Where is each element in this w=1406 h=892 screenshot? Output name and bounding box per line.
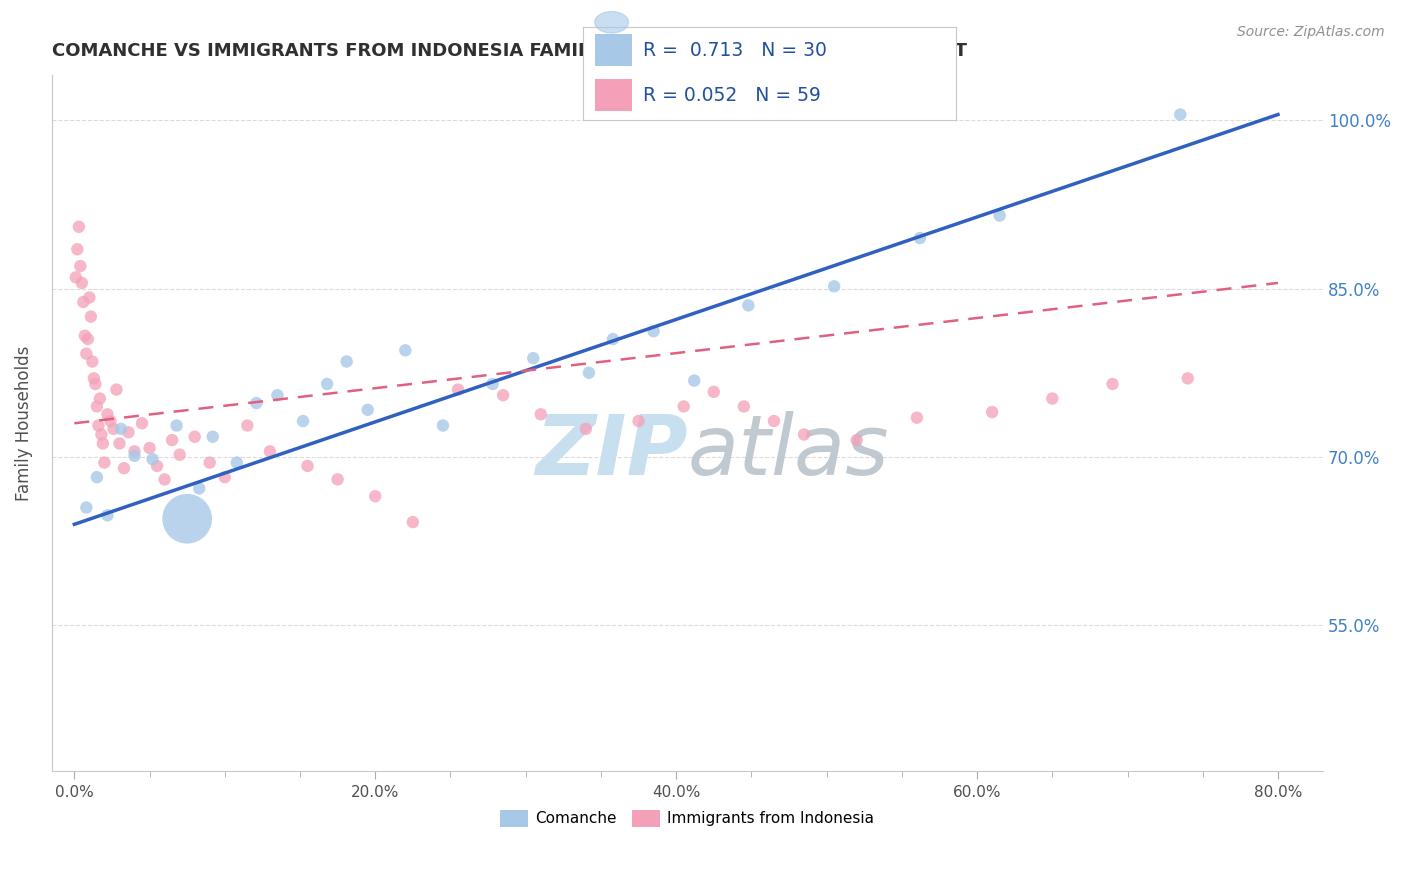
Point: [297, 458, 319, 473]
Point: [823, 279, 845, 293]
Point: [198, 456, 221, 470]
Point: [65, 270, 87, 285]
Point: [66, 242, 89, 256]
Y-axis label: Family Households: Family Households: [15, 345, 32, 501]
Point: [73, 328, 96, 343]
Point: [82, 354, 104, 368]
Point: [80, 310, 103, 324]
Point: [131, 417, 153, 431]
Point: [70, 276, 93, 290]
Point: [124, 449, 146, 463]
Point: [225, 456, 247, 470]
Point: [108, 436, 131, 450]
Point: [96, 407, 118, 421]
Point: [1177, 371, 1199, 385]
Text: ZIP: ZIP: [534, 410, 688, 491]
Text: Source: ZipAtlas.com: Source: ZipAtlas.com: [1237, 25, 1385, 39]
Point: [762, 414, 785, 428]
Point: [138, 441, 160, 455]
Point: [86, 400, 108, 414]
Point: [336, 354, 359, 368]
Point: [76, 332, 98, 346]
Point: [292, 414, 315, 428]
Point: [153, 472, 176, 486]
Point: [166, 418, 188, 433]
Point: [160, 433, 183, 447]
Point: [112, 461, 135, 475]
Point: [793, 427, 815, 442]
Point: [103, 422, 125, 436]
Point: [69, 259, 91, 273]
Point: [1040, 392, 1063, 406]
Point: [176, 512, 198, 526]
Text: R = 0.052   N = 59: R = 0.052 N = 59: [643, 86, 821, 104]
Point: [672, 400, 695, 414]
Point: [447, 383, 470, 397]
Point: [236, 418, 259, 433]
Point: [357, 402, 380, 417]
Point: [737, 298, 759, 312]
Point: [316, 376, 339, 391]
Bar: [595, 79, 631, 111]
Point: [522, 351, 544, 366]
Point: [530, 407, 553, 421]
Point: [394, 343, 416, 358]
Point: [627, 414, 650, 428]
Point: [575, 422, 598, 436]
Point: [201, 430, 224, 444]
Point: [89, 392, 111, 406]
Text: COMANCHE VS IMMIGRANTS FROM INDONESIA FAMILY HOUSEHOLDS CORRELATION CHART: COMANCHE VS IMMIGRANTS FROM INDONESIA FA…: [52, 42, 967, 60]
Point: [266, 388, 288, 402]
Point: [75, 500, 97, 515]
Point: [703, 384, 725, 399]
Point: [492, 388, 515, 402]
Point: [245, 396, 267, 410]
Point: [146, 458, 169, 473]
Point: [905, 410, 928, 425]
Point: [214, 470, 236, 484]
Point: [183, 430, 205, 444]
Point: [86, 470, 108, 484]
Point: [432, 418, 454, 433]
Point: [90, 427, 112, 442]
Point: [79, 291, 101, 305]
Text: atlas: atlas: [688, 410, 889, 491]
Point: [72, 295, 94, 310]
Point: [84, 376, 107, 391]
Bar: [595, 34, 631, 66]
Point: [100, 414, 122, 428]
Point: [845, 433, 868, 447]
Point: [87, 418, 110, 433]
Point: [683, 374, 706, 388]
Legend: Comanche, Immigrants from Indonesia: Comanche, Immigrants from Indonesia: [495, 804, 880, 833]
Point: [117, 425, 139, 440]
Point: [169, 448, 191, 462]
Point: [643, 324, 665, 338]
Point: [75, 346, 97, 360]
Point: [733, 400, 755, 414]
Point: [578, 366, 600, 380]
Point: [602, 332, 624, 346]
Point: [83, 371, 105, 385]
Point: [402, 515, 425, 529]
Point: [259, 444, 281, 458]
Point: [364, 489, 387, 503]
Point: [481, 376, 503, 391]
Point: [326, 472, 349, 486]
Point: [91, 436, 114, 450]
Point: [988, 209, 1011, 223]
Text: R =  0.713   N = 30: R = 0.713 N = 30: [643, 41, 827, 60]
Point: [142, 452, 165, 467]
Point: [188, 482, 211, 496]
Point: [1101, 376, 1123, 391]
Point: [96, 508, 118, 523]
Point: [1168, 107, 1191, 121]
Point: [981, 405, 1004, 419]
Point: [908, 231, 931, 245]
Point: [124, 444, 146, 458]
Point: [67, 219, 90, 234]
Point: [105, 383, 128, 397]
Point: [93, 456, 115, 470]
Point: [110, 422, 132, 436]
